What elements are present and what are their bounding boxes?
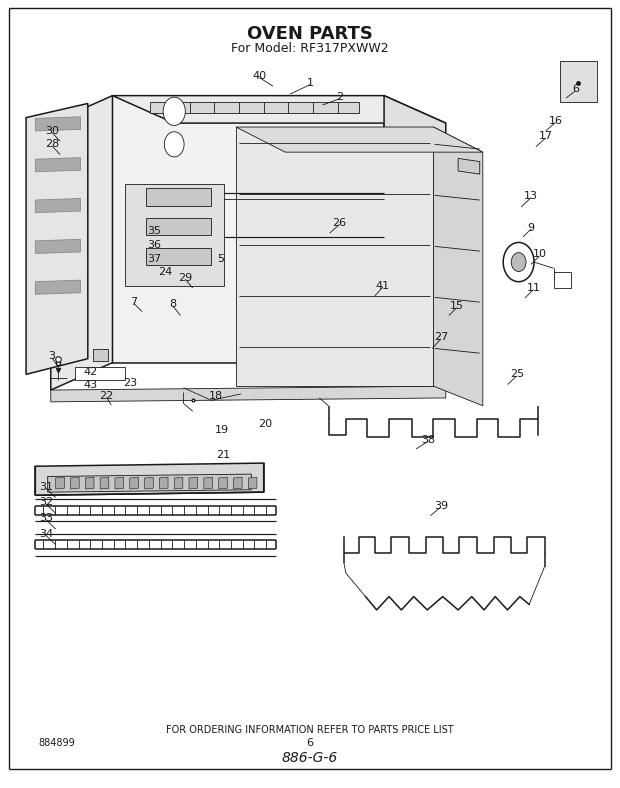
Text: 43: 43 — [84, 380, 98, 389]
Text: 21: 21 — [216, 450, 231, 460]
Text: 30: 30 — [45, 126, 59, 136]
Polygon shape — [26, 103, 88, 374]
Polygon shape — [458, 158, 480, 174]
Polygon shape — [189, 478, 198, 489]
Polygon shape — [71, 478, 79, 489]
Text: 25: 25 — [510, 370, 524, 379]
Polygon shape — [144, 478, 153, 489]
Polygon shape — [384, 95, 446, 386]
Text: 34: 34 — [39, 529, 53, 539]
Bar — [146, 188, 211, 206]
Polygon shape — [112, 95, 446, 123]
Polygon shape — [130, 478, 138, 489]
Polygon shape — [159, 478, 168, 489]
Polygon shape — [100, 478, 108, 489]
Text: 35: 35 — [148, 225, 161, 236]
Text: 39: 39 — [434, 500, 448, 511]
Polygon shape — [149, 102, 360, 113]
Polygon shape — [56, 478, 64, 489]
Text: 6: 6 — [572, 84, 579, 95]
Polygon shape — [174, 478, 183, 489]
Polygon shape — [35, 158, 81, 172]
Text: 9: 9 — [528, 222, 534, 232]
Text: 42: 42 — [84, 367, 98, 377]
Text: 18: 18 — [209, 391, 223, 400]
Text: 15: 15 — [450, 301, 464, 311]
Polygon shape — [35, 199, 81, 213]
Bar — [146, 218, 211, 236]
Text: 19: 19 — [215, 425, 229, 435]
Bar — [93, 349, 108, 361]
Polygon shape — [112, 95, 384, 362]
Polygon shape — [433, 127, 483, 406]
Circle shape — [164, 132, 184, 157]
Text: 41: 41 — [376, 281, 390, 291]
Text: 36: 36 — [148, 240, 161, 250]
Text: 24: 24 — [158, 267, 172, 277]
Text: FOR ORDERING INFORMATION REFER TO PARTS PRICE LIST: FOR ORDERING INFORMATION REFER TO PARTS … — [166, 725, 454, 735]
Bar — [146, 248, 211, 266]
Text: 29: 29 — [178, 273, 192, 283]
Circle shape — [512, 253, 526, 272]
Polygon shape — [51, 95, 112, 390]
Bar — [554, 273, 571, 288]
Polygon shape — [115, 478, 123, 489]
Text: 27: 27 — [434, 333, 448, 343]
Text: 32: 32 — [39, 497, 53, 507]
Polygon shape — [51, 386, 446, 402]
Bar — [560, 61, 597, 102]
Text: OVEN PARTS: OVEN PARTS — [247, 25, 373, 43]
Text: 37: 37 — [148, 254, 162, 264]
Text: 23: 23 — [123, 378, 137, 388]
Text: 8: 8 — [169, 299, 177, 310]
Polygon shape — [35, 463, 264, 496]
Polygon shape — [234, 478, 242, 489]
Polygon shape — [48, 474, 251, 492]
Polygon shape — [125, 184, 224, 285]
Circle shape — [503, 243, 534, 282]
Polygon shape — [204, 478, 213, 489]
Text: 1: 1 — [306, 78, 314, 88]
Text: 6: 6 — [306, 738, 314, 748]
Polygon shape — [35, 281, 81, 294]
Text: 10: 10 — [533, 249, 547, 259]
Polygon shape — [248, 478, 257, 489]
Polygon shape — [35, 117, 81, 131]
Text: 886-G-6: 886-G-6 — [282, 751, 338, 765]
Text: 5: 5 — [217, 254, 224, 264]
Polygon shape — [219, 478, 228, 489]
Text: 11: 11 — [526, 283, 541, 293]
Polygon shape — [76, 366, 125, 380]
Text: 22: 22 — [99, 391, 113, 400]
Text: For Model: RF317PXWW2: For Model: RF317PXWW2 — [231, 42, 389, 55]
Text: 20: 20 — [259, 419, 273, 429]
Text: 26: 26 — [332, 217, 347, 228]
Text: 40: 40 — [252, 71, 267, 81]
Text: 17: 17 — [539, 132, 553, 142]
Text: 3: 3 — [48, 351, 56, 362]
Text: 38: 38 — [422, 434, 436, 444]
Text: 884899: 884899 — [38, 738, 75, 748]
Polygon shape — [236, 127, 483, 152]
Circle shape — [163, 97, 185, 125]
Text: 7: 7 — [131, 297, 138, 307]
Text: 16: 16 — [549, 116, 563, 126]
Text: 33: 33 — [39, 513, 53, 523]
Polygon shape — [236, 127, 433, 386]
Text: 13: 13 — [524, 191, 538, 201]
Text: 31: 31 — [39, 481, 53, 492]
Text: 28: 28 — [45, 139, 59, 149]
Polygon shape — [86, 478, 94, 489]
Text: 2: 2 — [336, 92, 343, 102]
Text: eReplacementParts.com: eReplacementParts.com — [176, 387, 345, 401]
Polygon shape — [35, 240, 81, 254]
